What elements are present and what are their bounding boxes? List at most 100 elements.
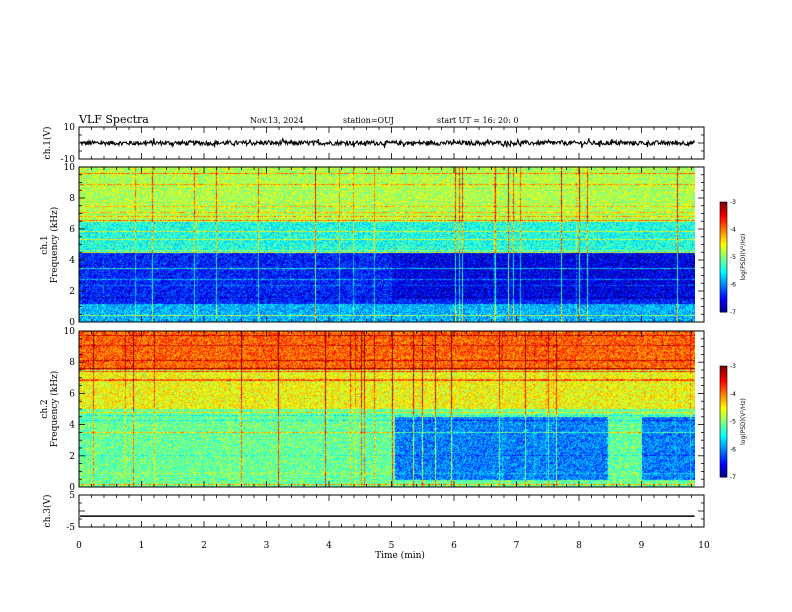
y-tick-label: 8 — [69, 358, 75, 368]
colorbar-swatch — [720, 471, 727, 474]
plot-frame — [78, 126, 705, 160]
colorbar-swatch — [720, 380, 727, 384]
colorbar-swatch — [720, 395, 727, 398]
y-tick-label: 0 — [69, 318, 75, 328]
colorbar-swatch — [720, 299, 727, 302]
colorbar-swatch — [720, 291, 727, 295]
colorbar-label: log(PSD)(V²/Hz) — [740, 398, 747, 445]
colorbar-swatch — [720, 220, 727, 223]
ch2-frequency-label: Frequency (kHz) — [49, 371, 60, 448]
colorbar-swatch — [720, 404, 727, 408]
colorbar-swatch — [720, 445, 727, 448]
colorbar-swatch — [720, 271, 727, 274]
colorbar-swatch — [720, 242, 727, 245]
x-tick-label: 6 — [451, 541, 457, 551]
colorbar-tick-label: -5 — [730, 419, 736, 426]
colorbar-swatch — [720, 464, 727, 467]
colorbar-swatch — [720, 469, 727, 472]
colorbar-swatch — [720, 367, 727, 371]
colorbar-swatch — [720, 308, 727, 311]
y-tick-label: 8 — [69, 194, 75, 204]
y-tick-label: 5 — [69, 491, 75, 501]
colorbar-swatch — [720, 436, 727, 439]
colorbar-swatch — [720, 430, 727, 434]
colorbar-swatch — [720, 282, 727, 285]
colorbar-swatch — [720, 462, 727, 465]
colorbar-swatch — [720, 224, 727, 227]
colorbar-swatch — [720, 290, 727, 293]
colorbar-swatch — [720, 293, 727, 296]
colorbar-swatch — [720, 304, 727, 307]
colorbar-swatch — [720, 425, 727, 428]
colorbar-tick-label: -6 — [730, 446, 736, 453]
colorbar-tick-label: -4 — [730, 391, 736, 398]
colorbars: -3 -4 -5 -6 -7 log(PSD)(V²/Hz) -3 -4 -5 -6 -7 log(P… — [719, 199, 747, 481]
spectrogram-image — [79, 331, 695, 487]
colorbar-swatch — [720, 310, 727, 313]
colorbar-frame — [719, 201, 728, 313]
colorbar-swatch — [720, 231, 727, 234]
colorbar-swatch — [720, 377, 727, 380]
y-tick-label: 6 — [69, 389, 75, 399]
x-tick-label: 2 — [201, 541, 207, 551]
colorbar-swatch — [720, 460, 727, 463]
colorbar-swatch — [720, 401, 727, 404]
colorbar-swatch — [720, 408, 727, 411]
colorbar-swatch — [720, 458, 727, 461]
colorbar-swatch — [720, 473, 727, 476]
colorbar-swatch — [720, 417, 727, 421]
ch3-waveform-panel: 5 -5 — [66, 491, 705, 533]
colorbar-swatch — [720, 393, 727, 397]
colorbar-swatch — [720, 449, 727, 452]
spectrogram-image — [79, 167, 695, 322]
colorbar-swatch — [720, 238, 727, 241]
colorbar-swatch — [720, 202, 727, 205]
colorbar-swatch — [720, 427, 727, 430]
colorbar-swatch — [720, 262, 727, 265]
colorbar-swatch — [720, 222, 727, 225]
plot-frame — [78, 330, 705, 488]
colorbar-swatch — [720, 249, 727, 252]
colorbar-swatch — [720, 288, 727, 291]
colorbar-swatch — [720, 378, 727, 382]
colorbar-swatch — [720, 235, 727, 238]
colorbar-swatch — [720, 412, 727, 415]
colorbar-swatch — [720, 438, 727, 441]
station-label: station=OUJ — [343, 116, 394, 125]
colorbar-swatch — [720, 454, 727, 458]
colorbar-swatch — [720, 302, 727, 306]
ch1-channel-label: ch.1 — [40, 235, 50, 254]
y-tick-label: 10 — [64, 123, 76, 133]
y-tick-label: 4 — [69, 421, 75, 431]
colorbar-swatch — [720, 284, 727, 287]
colorbar-tick-label: -7 — [730, 309, 736, 316]
colorbar-swatch — [720, 227, 727, 230]
colorbar-swatch — [720, 421, 727, 424]
colorbar-swatch — [720, 240, 727, 243]
x-tick-label: 10 — [698, 541, 710, 551]
colorbar-swatch — [720, 441, 727, 445]
start-time-label: start UT = 16: 20: 0 — [437, 116, 518, 125]
colorbar-tick-label: -4 — [730, 227, 736, 234]
colorbar-swatch — [720, 273, 727, 276]
colorbar-swatch — [720, 203, 727, 207]
colorbar-swatch — [720, 257, 727, 260]
colorbar-swatch — [720, 264, 727, 267]
colorbar-swatch — [720, 246, 727, 249]
colorbar-swatch — [720, 388, 727, 391]
colorbar-swatch — [720, 216, 727, 219]
x-tick-label: 9 — [639, 541, 645, 551]
colorbar-swatch — [720, 205, 727, 208]
x-tick-label: 1 — [139, 541, 145, 551]
colorbar-swatch — [720, 280, 727, 284]
colorbar-swatch — [720, 432, 727, 435]
colorbar-tick-label: -5 — [730, 254, 736, 261]
colorbar-swatch — [720, 255, 727, 258]
colorbar-swatch — [720, 443, 727, 447]
colorbar-label: log(PSD)(V²/Hz) — [740, 234, 747, 281]
colorbar-swatch — [720, 419, 727, 422]
ch1-voltage-label: ch.1(V) — [42, 127, 53, 160]
colorbar-swatch — [720, 386, 727, 389]
colorbar-tick-label: -6 — [730, 282, 736, 289]
